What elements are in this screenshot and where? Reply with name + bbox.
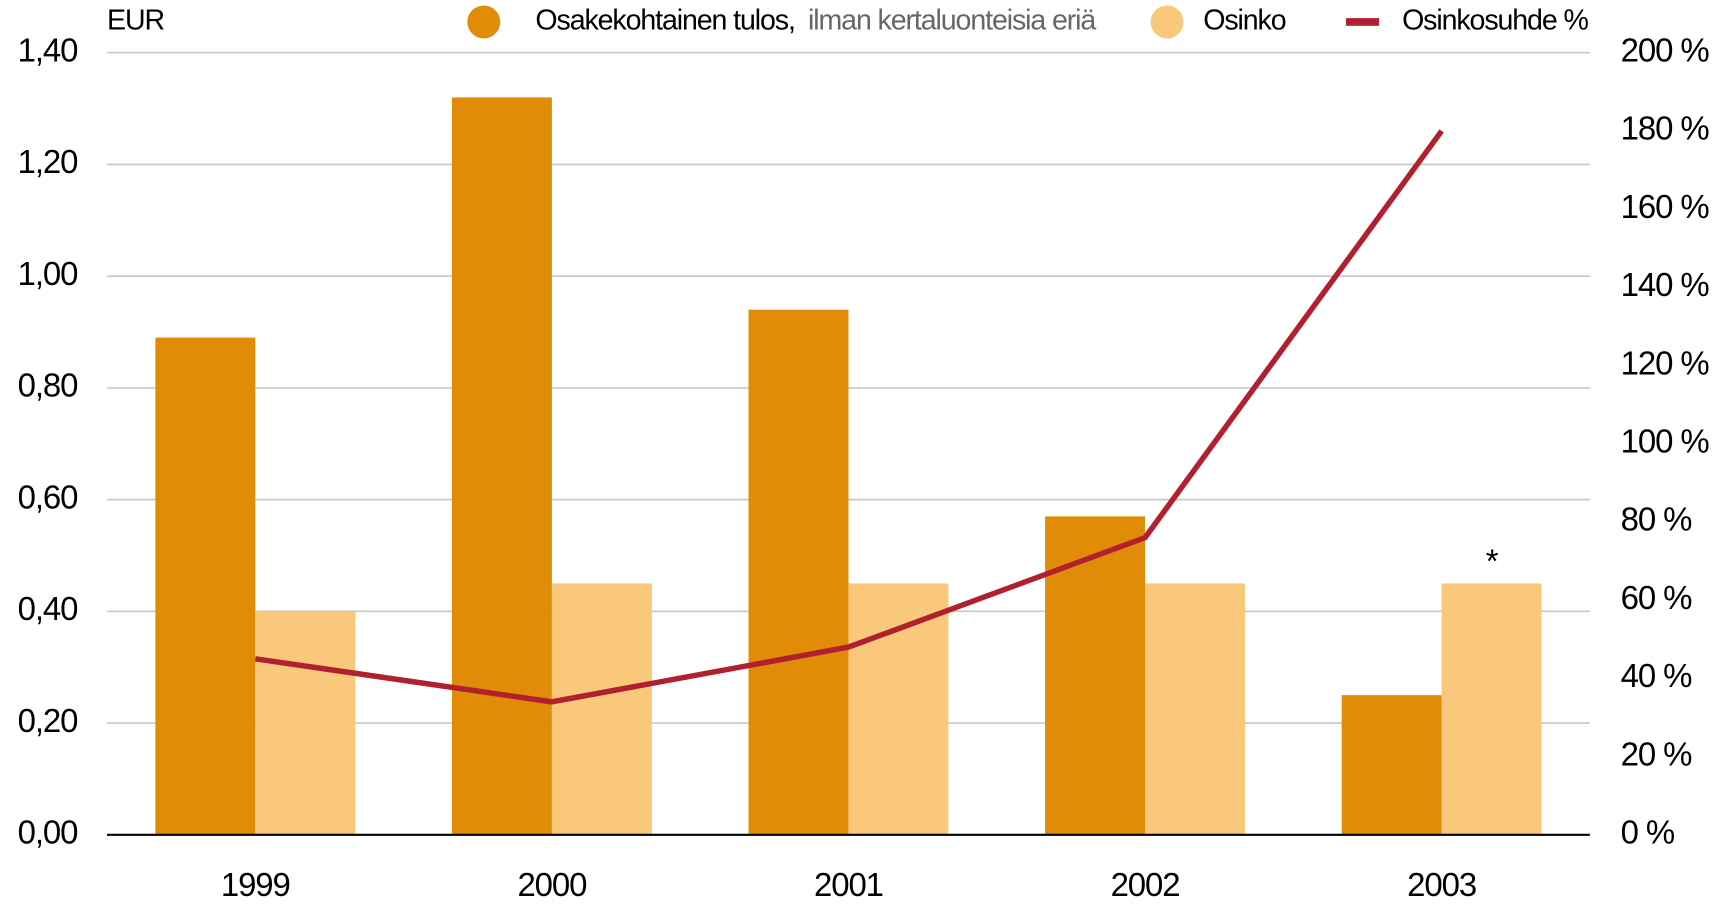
legend-swatch	[467, 5, 501, 39]
x-tick-label: 2002	[1111, 866, 1180, 903]
y2-tick-label: 20 %	[1621, 735, 1692, 772]
y-tick-label: 0,20	[18, 702, 78, 739]
y2-tick-label: 140 %	[1621, 266, 1710, 303]
y-tick-label: 1,20	[18, 143, 78, 180]
line-series	[254, 129, 1444, 705]
legend-note: ilman kertaluonteisia eriä	[808, 5, 1096, 37]
bar	[1045, 516, 1146, 835]
y-tick-label: 0,40	[18, 590, 78, 627]
x-tick-label: 2001	[814, 866, 883, 903]
bar	[1341, 695, 1442, 835]
y2-tick-label: 160 %	[1621, 188, 1710, 225]
y-axis-label: EUR	[107, 5, 164, 37]
bar	[155, 337, 256, 835]
bar	[451, 97, 552, 835]
legend-swatch	[1150, 5, 1184, 39]
bar	[255, 611, 356, 835]
y-tick-label: 1,40	[18, 31, 78, 68]
bar	[1441, 583, 1542, 835]
legend-label: Osinkosuhde %	[1402, 5, 1588, 37]
x-tick-label: 1999	[221, 866, 290, 903]
bar	[1145, 583, 1245, 835]
y2-tick-label: 120 %	[1621, 344, 1710, 381]
y-tick-label: 0,00	[18, 814, 78, 851]
y2-tick-label: 0 %	[1621, 814, 1675, 851]
y2-tick-label: 180 %	[1621, 110, 1710, 147]
y2-tick-label: 100 %	[1621, 422, 1710, 459]
y2-tick-label: 80 %	[1621, 501, 1692, 538]
bar	[551, 583, 652, 835]
x-tick-label: 2003	[1407, 866, 1476, 903]
legend-label: Osakekohtainen tulos,	[535, 5, 794, 37]
y2-tick-label: 60 %	[1621, 579, 1692, 616]
legend-label: Osinko	[1203, 5, 1285, 37]
y-tick-label: 0,60	[18, 478, 78, 515]
legend-swatch	[1346, 18, 1380, 26]
x-tick-label: 2000	[517, 866, 587, 903]
bar	[748, 309, 849, 835]
annotation: *	[1486, 542, 1499, 579]
y2-tick-label: 200 %	[1621, 31, 1710, 68]
y-tick-label: 1,00	[18, 255, 78, 292]
bar	[848, 583, 949, 835]
y2-tick-label: 40 %	[1621, 657, 1692, 694]
y-tick-label: 0,80	[18, 367, 78, 404]
